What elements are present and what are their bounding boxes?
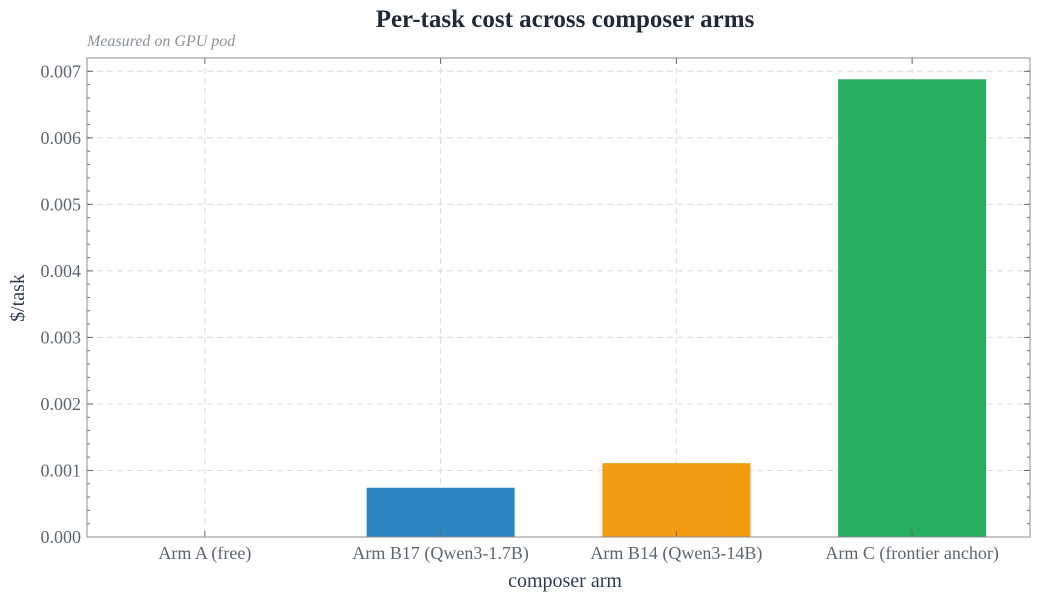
y-axis-label: $/task <box>7 274 29 322</box>
plot-frame <box>86 57 1031 538</box>
bar <box>602 463 751 537</box>
y-tick-label: 0.004 <box>41 261 82 281</box>
chart-subtitle: Measured on GPU pod <box>86 33 236 50</box>
bar <box>838 79 987 538</box>
bar <box>366 487 515 537</box>
y-tick-labels: 0.000 0.001 0.002 0.003 0.004 0.005 0.006 0.007 <box>41 61 82 547</box>
x-tick-label: Arm C (frontier anchor) <box>825 543 998 564</box>
y-tick-label: 0.000 <box>41 527 82 547</box>
x-axis-label: composer arm <box>508 570 622 592</box>
y-tick-label: 0.006 <box>41 128 82 148</box>
x-tick-labels: Arm A (free) Arm B17 (Qwen3-1.7B) Arm B14 … <box>158 543 998 564</box>
bars <box>366 79 987 538</box>
y-tick-label: 0.001 <box>41 460 82 480</box>
y-tick-label: 0.005 <box>41 194 82 214</box>
y-tick-label: 0.007 <box>41 61 82 81</box>
y-tick-label: 0.002 <box>41 394 82 414</box>
y-tick-label: 0.003 <box>41 327 82 347</box>
x-tick-label: Arm B17 (Qwen3-1.7B) <box>352 543 528 564</box>
x-tick-label: Arm B14 (Qwen3-14B) <box>590 543 762 564</box>
chart-title: Per-task cost across composer arms <box>376 6 755 33</box>
x-tick-label: Arm A (free) <box>158 543 251 564</box>
